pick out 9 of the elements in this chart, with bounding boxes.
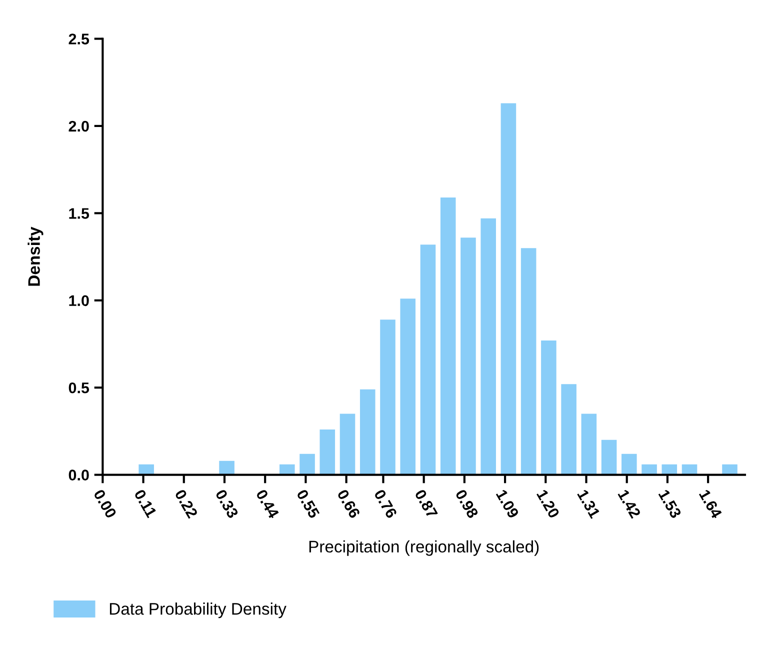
y-tick-label: 1.5 (69, 208, 90, 219)
y-tick-label: 0.5 (68, 382, 90, 394)
y-tick-label: 2.0 (68, 120, 89, 132)
y-tick-label: 0.0 (68, 470, 89, 480)
y-tick-label: 2.5 (68, 34, 90, 44)
x-axis-title: Precipitation (regionally scaled) (309, 540, 539, 556)
y-axis-title: Density (28, 226, 44, 286)
y-tick-label: 1.0 (69, 295, 89, 306)
legend-label: Data Probability Density (110, 602, 286, 618)
